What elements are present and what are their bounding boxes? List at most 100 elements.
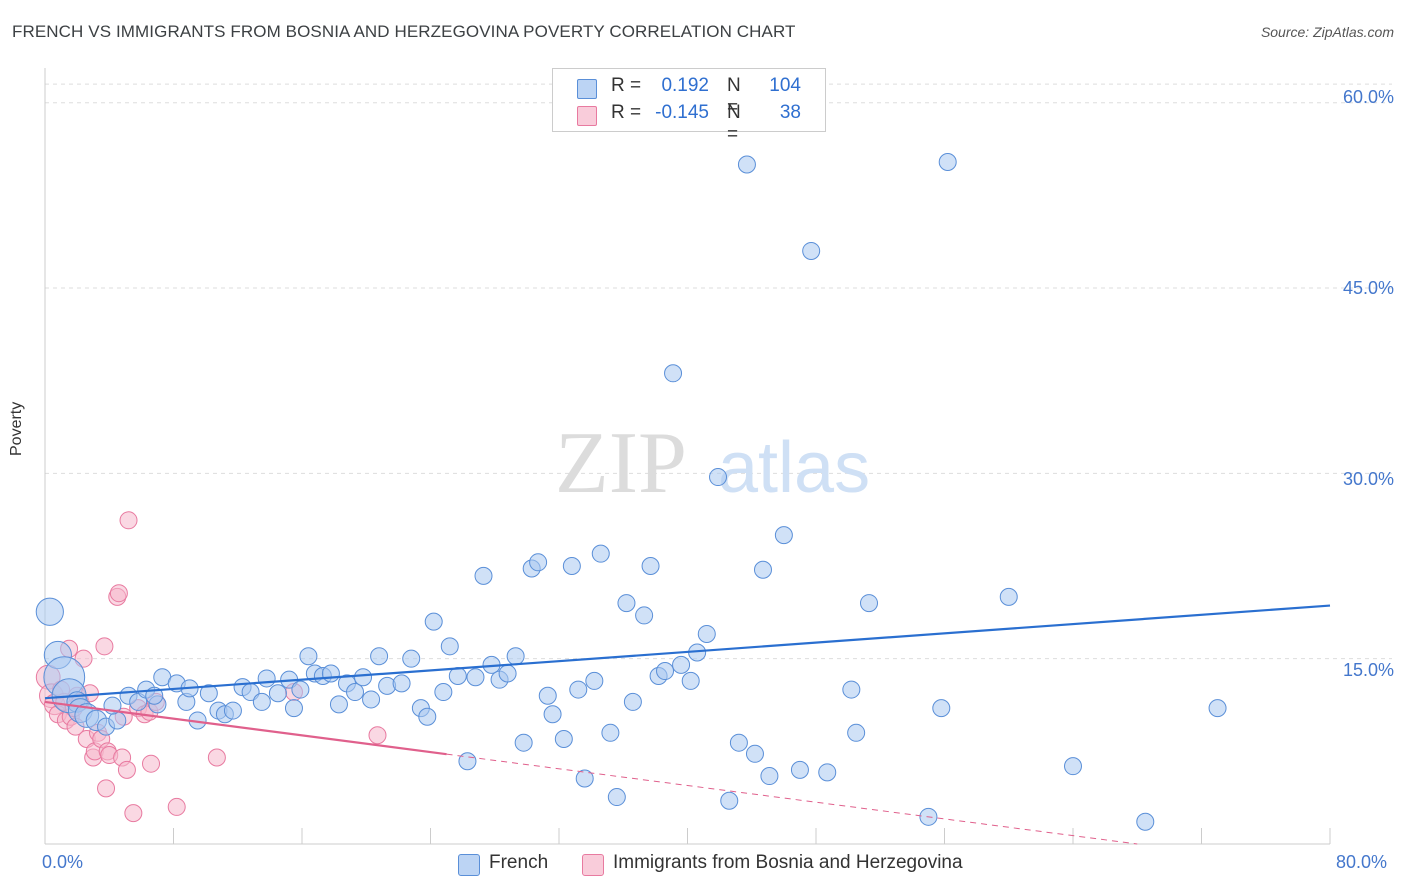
bottom-legend-swatch-french bbox=[458, 854, 480, 876]
french-point bbox=[737, 155, 756, 174]
french-point bbox=[506, 647, 525, 666]
watermark: ZIP atlas bbox=[555, 415, 870, 512]
french-point bbox=[474, 566, 493, 585]
french-point bbox=[860, 594, 879, 613]
french-point bbox=[842, 680, 861, 699]
french-point bbox=[458, 752, 477, 771]
french-trend-line bbox=[44, 604, 1331, 700]
x-tick-min: 0.0% bbox=[42, 852, 84, 872]
legend-n-label: N = bbox=[727, 102, 741, 145]
bottom-legend-label-french: French bbox=[489, 852, 549, 873]
french-point bbox=[291, 680, 310, 699]
legend-swatch-french bbox=[577, 79, 597, 99]
french-point bbox=[656, 662, 675, 681]
french-point bbox=[591, 544, 610, 563]
trend-lines bbox=[44, 604, 1331, 845]
french-point bbox=[199, 684, 218, 703]
french-point bbox=[790, 760, 809, 779]
bosnia-point bbox=[124, 804, 143, 823]
legend-n-value: 38 bbox=[779, 102, 801, 123]
bottom-legend-swatch-bosnia bbox=[582, 854, 604, 876]
french-point bbox=[284, 699, 303, 718]
french-point bbox=[362, 690, 381, 709]
french-point bbox=[543, 705, 562, 724]
legend-r-value: -0.145 bbox=[655, 102, 709, 123]
french-point bbox=[774, 526, 793, 545]
french-point bbox=[418, 707, 437, 726]
french-point bbox=[641, 557, 660, 576]
french-point bbox=[720, 791, 739, 810]
french-point bbox=[1208, 699, 1227, 718]
legend-n-value: 104 bbox=[769, 75, 801, 96]
axes bbox=[44, 68, 1331, 845]
french-point bbox=[514, 733, 533, 752]
french-point bbox=[392, 674, 411, 693]
french-point bbox=[434, 683, 453, 702]
french-point bbox=[299, 647, 318, 666]
legend-r-label: R = bbox=[611, 75, 642, 96]
legend-r-label: R = bbox=[611, 102, 642, 123]
bosnia-point bbox=[95, 637, 114, 656]
french-point bbox=[1136, 812, 1155, 831]
french-point bbox=[672, 655, 691, 674]
bosnia-point bbox=[117, 760, 136, 779]
y-tick-45: 45.0% bbox=[1342, 278, 1394, 298]
y-tick-60: 60.0% bbox=[1342, 87, 1394, 107]
french-point bbox=[569, 680, 588, 699]
bosnia-point bbox=[97, 779, 116, 798]
french-point bbox=[252, 692, 271, 711]
french-point bbox=[321, 664, 340, 683]
bosnia-point bbox=[167, 797, 186, 816]
french-point bbox=[745, 744, 764, 763]
y-axis-label: Poverty bbox=[8, 401, 25, 456]
french-point bbox=[617, 594, 636, 613]
french-point bbox=[802, 241, 821, 260]
correlation-legend: R = 0.192 N = 104 R = -0.145 N = 38 bbox=[552, 68, 826, 145]
french-point bbox=[562, 557, 581, 576]
french-point bbox=[35, 597, 64, 626]
french-point bbox=[753, 560, 772, 579]
french-point bbox=[466, 668, 485, 687]
french-point bbox=[346, 683, 365, 702]
french-point bbox=[938, 153, 957, 172]
french-point bbox=[498, 664, 517, 683]
french-point bbox=[424, 612, 443, 631]
watermark-zip: ZIP bbox=[555, 415, 687, 512]
bosnia-point bbox=[142, 754, 161, 773]
french-point bbox=[585, 671, 604, 690]
x-tick-max: 80.0% bbox=[1336, 852, 1388, 872]
legend-r-value: 0.192 bbox=[661, 75, 709, 96]
french-point bbox=[257, 669, 276, 688]
french-point bbox=[607, 788, 626, 807]
french-point bbox=[354, 668, 373, 687]
french-point bbox=[729, 733, 748, 752]
french-point bbox=[268, 684, 287, 703]
french-point bbox=[223, 701, 242, 720]
series-french-points bbox=[35, 153, 1227, 831]
french-point bbox=[932, 699, 951, 718]
watermark-atlas: atlas bbox=[718, 428, 870, 508]
bosnia-point bbox=[119, 511, 138, 530]
french-point bbox=[538, 686, 557, 705]
french-point bbox=[623, 692, 642, 711]
french-point bbox=[818, 763, 837, 782]
bottom-legend-label-bosnia: Immigrants from Bosnia and Herzegovina bbox=[613, 852, 963, 873]
french-point bbox=[402, 649, 421, 668]
french-point bbox=[999, 587, 1018, 606]
french-point bbox=[448, 666, 467, 685]
french-point bbox=[529, 553, 548, 572]
french-point bbox=[1064, 757, 1082, 776]
french-point bbox=[370, 647, 389, 666]
y-tick-30: 30.0% bbox=[1342, 469, 1394, 489]
french-point bbox=[847, 723, 866, 742]
french-point bbox=[760, 767, 779, 786]
source-label: Source: ZipAtlas.com bbox=[1260, 24, 1394, 40]
french-point bbox=[681, 671, 700, 690]
french-point bbox=[601, 723, 620, 742]
french-point bbox=[664, 364, 683, 383]
french-point bbox=[329, 695, 348, 714]
gridlines bbox=[45, 83, 1392, 660]
chart-title: FRENCH VS IMMIGRANTS FROM BOSNIA AND HER… bbox=[12, 22, 796, 41]
bosnia-point bbox=[109, 584, 128, 603]
